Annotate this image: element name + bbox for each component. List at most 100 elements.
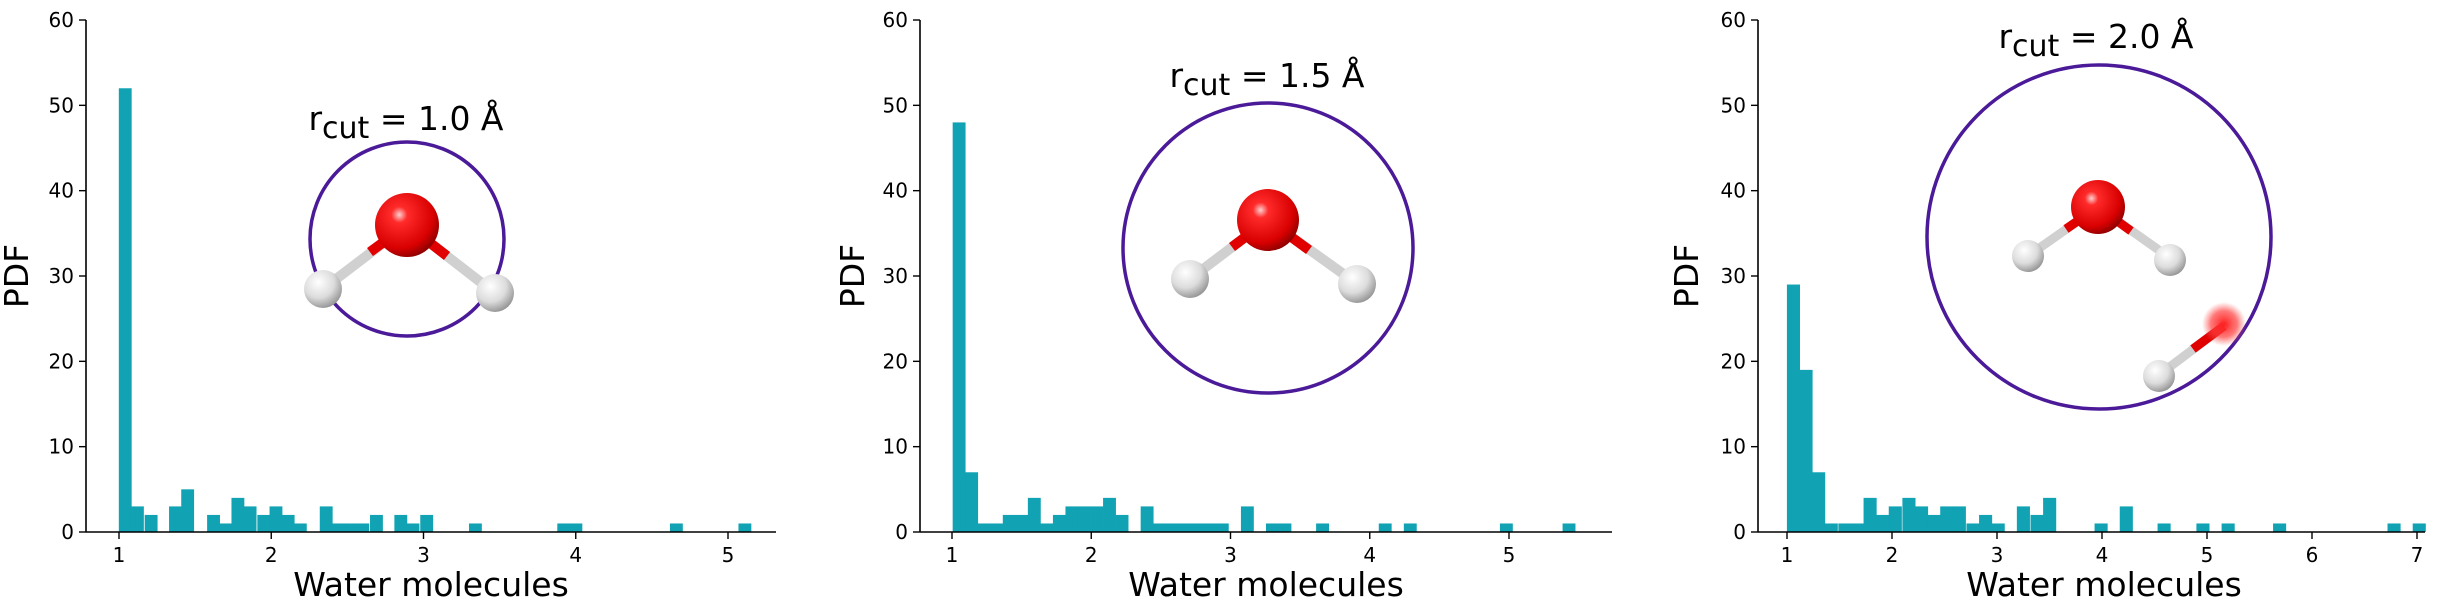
y-tick-label: 40 [49,179,74,203]
histogram-bar [1203,523,1217,532]
y-tick-label: 40 [1721,179,1746,203]
histogram-bar [1002,514,1016,532]
histogram-bar [1850,523,1865,532]
histogram-bar [1015,514,1029,532]
histogram-bar [2119,506,2133,532]
x-axis-label: Water molecules [293,565,569,604]
histogram-bar [1378,523,1392,532]
histogram-bar [965,472,979,532]
x-axis-label: Water molecules [1966,565,2242,604]
rcut-annotation: rcut = 1.5 Å [1169,55,1364,103]
histogram-bar [557,523,571,532]
x-tick-label: 3 [417,543,430,567]
histogram-bar [1799,369,1813,532]
histogram-bar [1915,506,1929,532]
histogram-bar [569,523,583,532]
y-axis-label: PDF [833,244,872,308]
histogram-bar [952,122,966,533]
y-tick-label: 10 [883,435,908,459]
histogram-bar [370,514,383,532]
histogram-bar [243,506,257,532]
x-ticks-panel-3: 1 2 3 4 5 6 7 [1781,532,2424,567]
x-tick-label: 5 [1503,543,1516,567]
x-tick-label: 7 [2411,543,2424,567]
y-tick-label: 60 [49,8,74,32]
histogram-bar [344,523,357,532]
histogram-bar [118,88,132,533]
histogram-bar [2043,497,2057,532]
histogram-bar [2273,523,2287,532]
histogram-bar [319,506,333,532]
bars-panel-2 [952,122,1576,533]
histogram-bar [1499,523,1513,532]
histogram-bar [1991,523,2005,532]
histogram-bar [1786,284,1800,532]
histogram-bar [1902,497,1916,532]
histogram-bar [2196,523,2210,532]
histogram-bar [2094,523,2108,532]
x-tick-label: 2 [265,543,278,567]
histogram-bar [1812,472,1826,532]
histogram-bar [2221,523,2235,532]
histogram-bar [394,514,408,532]
histogram-bar [331,523,345,532]
histogram-bar [1115,514,1129,532]
bars-panel-3 [1786,284,2426,532]
y-tick-label: 20 [49,349,74,373]
chart-panel-3: 0 10 20 30 40 50 60 1 2 3 4 5 6 7 PDF Water molecule… [1667,8,2426,604]
y-tick-label: 20 [883,349,908,373]
histogram-bar [1153,523,1167,532]
histogram-bar [738,523,752,532]
cutoff-circle [308,140,506,338]
x-tick-label: 3 [1991,543,2004,567]
x-tick-label: 2 [1886,543,1899,567]
histogram-bar [1077,506,1091,532]
histogram-bar [669,523,683,532]
y-tick-label: 10 [1721,435,1746,459]
y-axis-label: PDF [1667,244,1706,308]
histogram-bar [169,506,182,532]
histogram-bar [1562,523,1576,532]
x-tick-label: 1 [1781,543,1794,567]
histogram-bar [406,523,420,532]
histogram-bar [1876,514,1890,532]
histogram-bar [257,514,271,532]
histogram-bar [130,506,144,532]
x-tick-label: 5 [722,543,735,567]
y-tick-label: 60 [1721,8,1746,32]
histogram-bar [1940,506,1954,532]
histogram-bar [1240,506,1254,532]
histogram-bar [1090,506,1104,532]
histogram-bar [1065,506,1079,532]
x-tick-label: 5 [2201,543,2214,567]
histogram-bar [2030,514,2044,532]
histogram-bar [1027,497,1041,532]
histogram-bar [1190,523,1204,532]
histogram-bar [1966,523,1980,532]
histogram-bar [1316,523,1329,532]
x-tick-label: 3 [1224,543,1237,567]
histogram-bar [1403,523,1417,532]
water-molecule-icon [304,193,514,312]
x-tick-label: 4 [569,543,582,567]
histogram-bar [2157,523,2171,532]
y-tick-label: 0 [61,520,74,544]
y-ticks-panel-1: 0 10 20 30 40 50 60 [49,8,86,544]
cutoff-circle [1925,63,2273,411]
cutoff-circle [1121,101,1415,395]
y-tick-label: 50 [883,93,908,117]
x-tick-label: 1 [113,543,126,567]
histogram-bar [219,523,233,532]
histogram-bar [1103,497,1116,532]
x-tick-label: 2 [1085,543,1098,567]
histogram-bar [1979,514,1993,532]
histogram-bar [1863,497,1877,532]
histogram-bar [2016,506,2030,532]
y-tick-label: 30 [1721,264,1746,288]
x-tick-label: 4 [2096,543,2109,567]
histogram-bar [1052,514,1066,532]
x-ticks-panel-1: 1 2 3 4 5 [113,532,735,567]
histogram-bar [293,523,307,532]
